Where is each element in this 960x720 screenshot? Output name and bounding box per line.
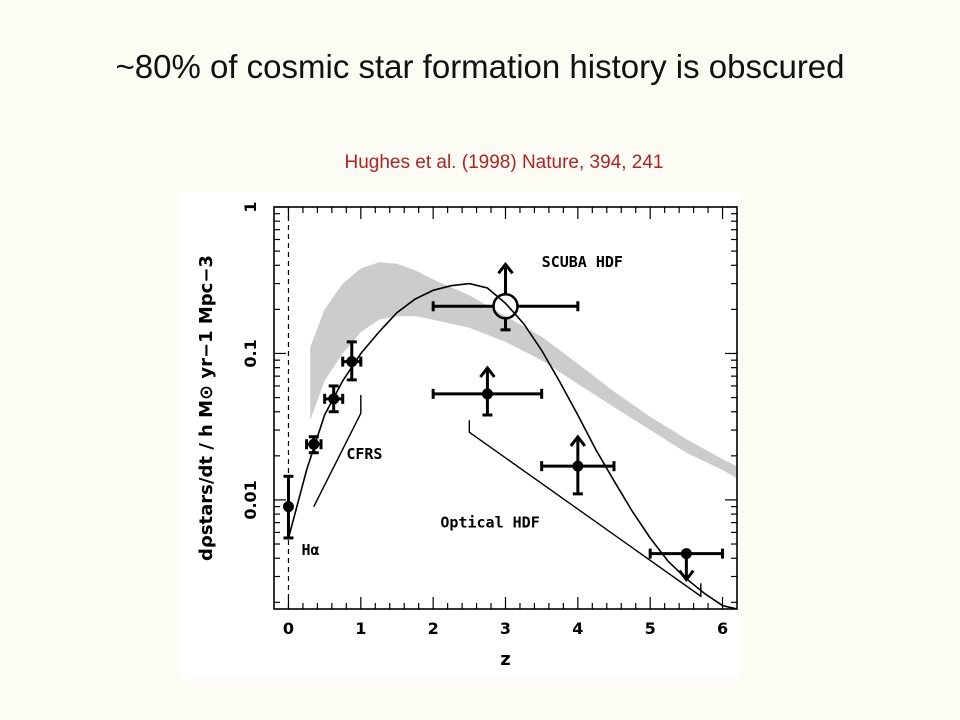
annotation-3: Hα (301, 541, 319, 559)
data-marker (481, 388, 493, 400)
data-point-3 (341, 340, 363, 382)
sfr-chart: 0 1 2 3 4 5 6 0.01 0.1 1 z dρstars/dt / h M⊙ yr−1 … (180, 192, 740, 678)
data-marker (282, 501, 294, 513)
data-marker (346, 356, 358, 368)
x-tick-label-1: 1 (355, 619, 366, 638)
data-marker (572, 460, 584, 472)
data-point-1 (305, 435, 323, 455)
data-point-5 (540, 434, 616, 496)
x-tick-label-2: 2 (428, 619, 439, 638)
scuba-hdf-point (431, 261, 580, 332)
annotation-0: SCUBA HDF (542, 253, 623, 271)
shaded-band (310, 262, 737, 479)
y-axis-label: dρstars/dt / h M⊙ yr−1 Mpc−3 (196, 255, 217, 561)
data-point-4 (431, 365, 544, 417)
x-tick-label-4: 4 (572, 619, 583, 638)
x-tick-label-5: 5 (645, 619, 656, 638)
y-tick-label-2: 1 (241, 201, 260, 212)
y-tick-label-0: 0.01 (241, 480, 260, 519)
x-tick-label-6: 6 (717, 619, 728, 638)
slide-title: ~80% of cosmic star formation history is… (115, 48, 845, 85)
scuba-open-circle (492, 293, 519, 320)
data-marker (680, 548, 692, 560)
data-point-2 (323, 384, 345, 414)
y-tick-label-1: 0.1 (241, 339, 260, 367)
x-axis-label: z (500, 649, 510, 670)
x-tick-label-3: 3 (500, 619, 511, 638)
optical-hdf-bracket (468, 420, 702, 598)
citation: Hughes et al. (1998) Nature, 394, 241 (344, 152, 664, 173)
annotation-1: CFRS (346, 445, 382, 463)
data-point-0 (282, 474, 294, 540)
x-tick-label-0: 0 (283, 619, 294, 638)
data-marker (308, 438, 320, 450)
annotation-2: Optical HDF (440, 513, 539, 531)
data-marker (328, 393, 340, 405)
scuba-arrow (497, 261, 514, 295)
data-point-6 (648, 548, 725, 583)
cfrs-bracket (313, 395, 362, 507)
